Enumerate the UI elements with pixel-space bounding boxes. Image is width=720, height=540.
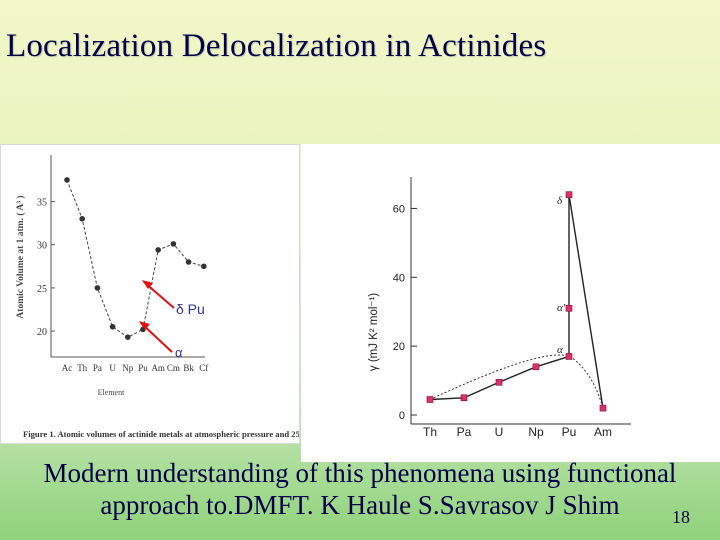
left-ytick-label: 35 [37, 198, 47, 209]
slide-title: Localization Delocalization in Actinides [6, 28, 547, 64]
right-xtick-label: Th [423, 425, 437, 439]
left-xtick-label: Ac [62, 363, 73, 373]
atomic-volume-point [170, 241, 177, 247]
atomic-volume-point [125, 334, 131, 340]
specific-heat-figure: γ (mJ K² mol⁻¹) 0 20 40 60 Th Pa U Np Pu Am δ α'… [301, 144, 720, 462]
dotted-trend-curve [429, 354, 604, 409]
left-xtick-label: Pa [93, 363, 102, 373]
gamma-point [599, 404, 607, 412]
gamma-chart: γ (mJ K² mol⁻¹) 0 20 40 60 Th Pa U Np Pu Am δ α'… [368, 177, 631, 439]
right-xtick-label: U [495, 425, 504, 439]
slide-caption: Modern understanding of this phenomena u… [0, 457, 720, 521]
atomic-volume-point [201, 263, 207, 270]
right-ytick-label: 20 [393, 341, 405, 353]
gamma-point [565, 353, 573, 360]
alpha-pu-arrowhead-icon [139, 321, 150, 330]
left-xtick-label: Cf [199, 363, 208, 373]
alpha-pu-label: α [175, 345, 183, 360]
right-xtick-label: Pa [457, 425, 472, 439]
caption-line-1: Modern understanding of this phenomena u… [43, 458, 677, 488]
alpha-branch-line [429, 355, 570, 401]
delta-to-am-line [568, 194, 604, 409]
atomic-volume-point [79, 216, 85, 222]
right-xtick-label: Np [528, 425, 544, 439]
left-ytick-label: 30 [37, 241, 47, 252]
delta-pu-arrowhead-icon [142, 280, 153, 289]
left-xtick-label: Bk [183, 363, 194, 373]
atomic-volume-chart: Atomic Volume at 1 atm. ( A³ ) 20253035 … [15, 155, 300, 439]
alpha-prime-label: α' [557, 302, 566, 314]
atomic-volume-point [185, 259, 192, 265]
left-ylabel: Atomic Volume at 1 atm. ( A³ ) [15, 195, 26, 318]
right-xtick-label: Am [594, 425, 612, 439]
gamma-point [565, 304, 573, 312]
left-ytick-label: 25 [37, 284, 47, 295]
right-ytick-label: 40 [393, 272, 405, 284]
right-ytick-label: 0 [399, 410, 405, 422]
atomic-volume-point [155, 247, 161, 253]
gamma-point [565, 191, 573, 198]
left-xlabel: Element [98, 388, 125, 397]
slide-number: 18 [672, 507, 690, 527]
left-xtick-label: Th [77, 363, 87, 373]
atomic-volume-series-line [66, 179, 204, 338]
left-ytick-label: 20 [37, 327, 47, 338]
left-figure-caption: Figure 1. Atomic volumes of actinide met… [23, 429, 300, 439]
left-xtick-label: Cm [167, 363, 180, 373]
left-xtick-label: Np [122, 363, 133, 373]
right-xtick-label: Pu [562, 425, 577, 439]
delta-pu-label: δ Pu [176, 301, 205, 317]
atomic-volume-point [64, 177, 70, 183]
left-xtick-label: Am [151, 363, 165, 373]
alpha-label: α [557, 344, 563, 356]
gamma-point [426, 396, 434, 403]
atomic-volume-figure: Atomic Volume at 1 atm. ( A³ ) 20 25 30 35 … [0, 144, 300, 444]
atomic-volume-point [94, 285, 101, 291]
gamma-point [460, 394, 468, 402]
left-xtick-label: Pu [138, 363, 148, 373]
right-ytick-label: 60 [393, 203, 405, 215]
gamma-point [495, 378, 503, 386]
left-xtick-label: U [109, 363, 116, 373]
right-ylabel: γ (mJ K² mol⁻¹) [368, 293, 380, 371]
delta-label: δ [557, 195, 563, 207]
atomic-volume-point [109, 323, 116, 330]
gamma-point [532, 363, 540, 371]
caption-line-2: approach to.DMFT. K Haule S.Savrasov J S… [100, 490, 620, 520]
